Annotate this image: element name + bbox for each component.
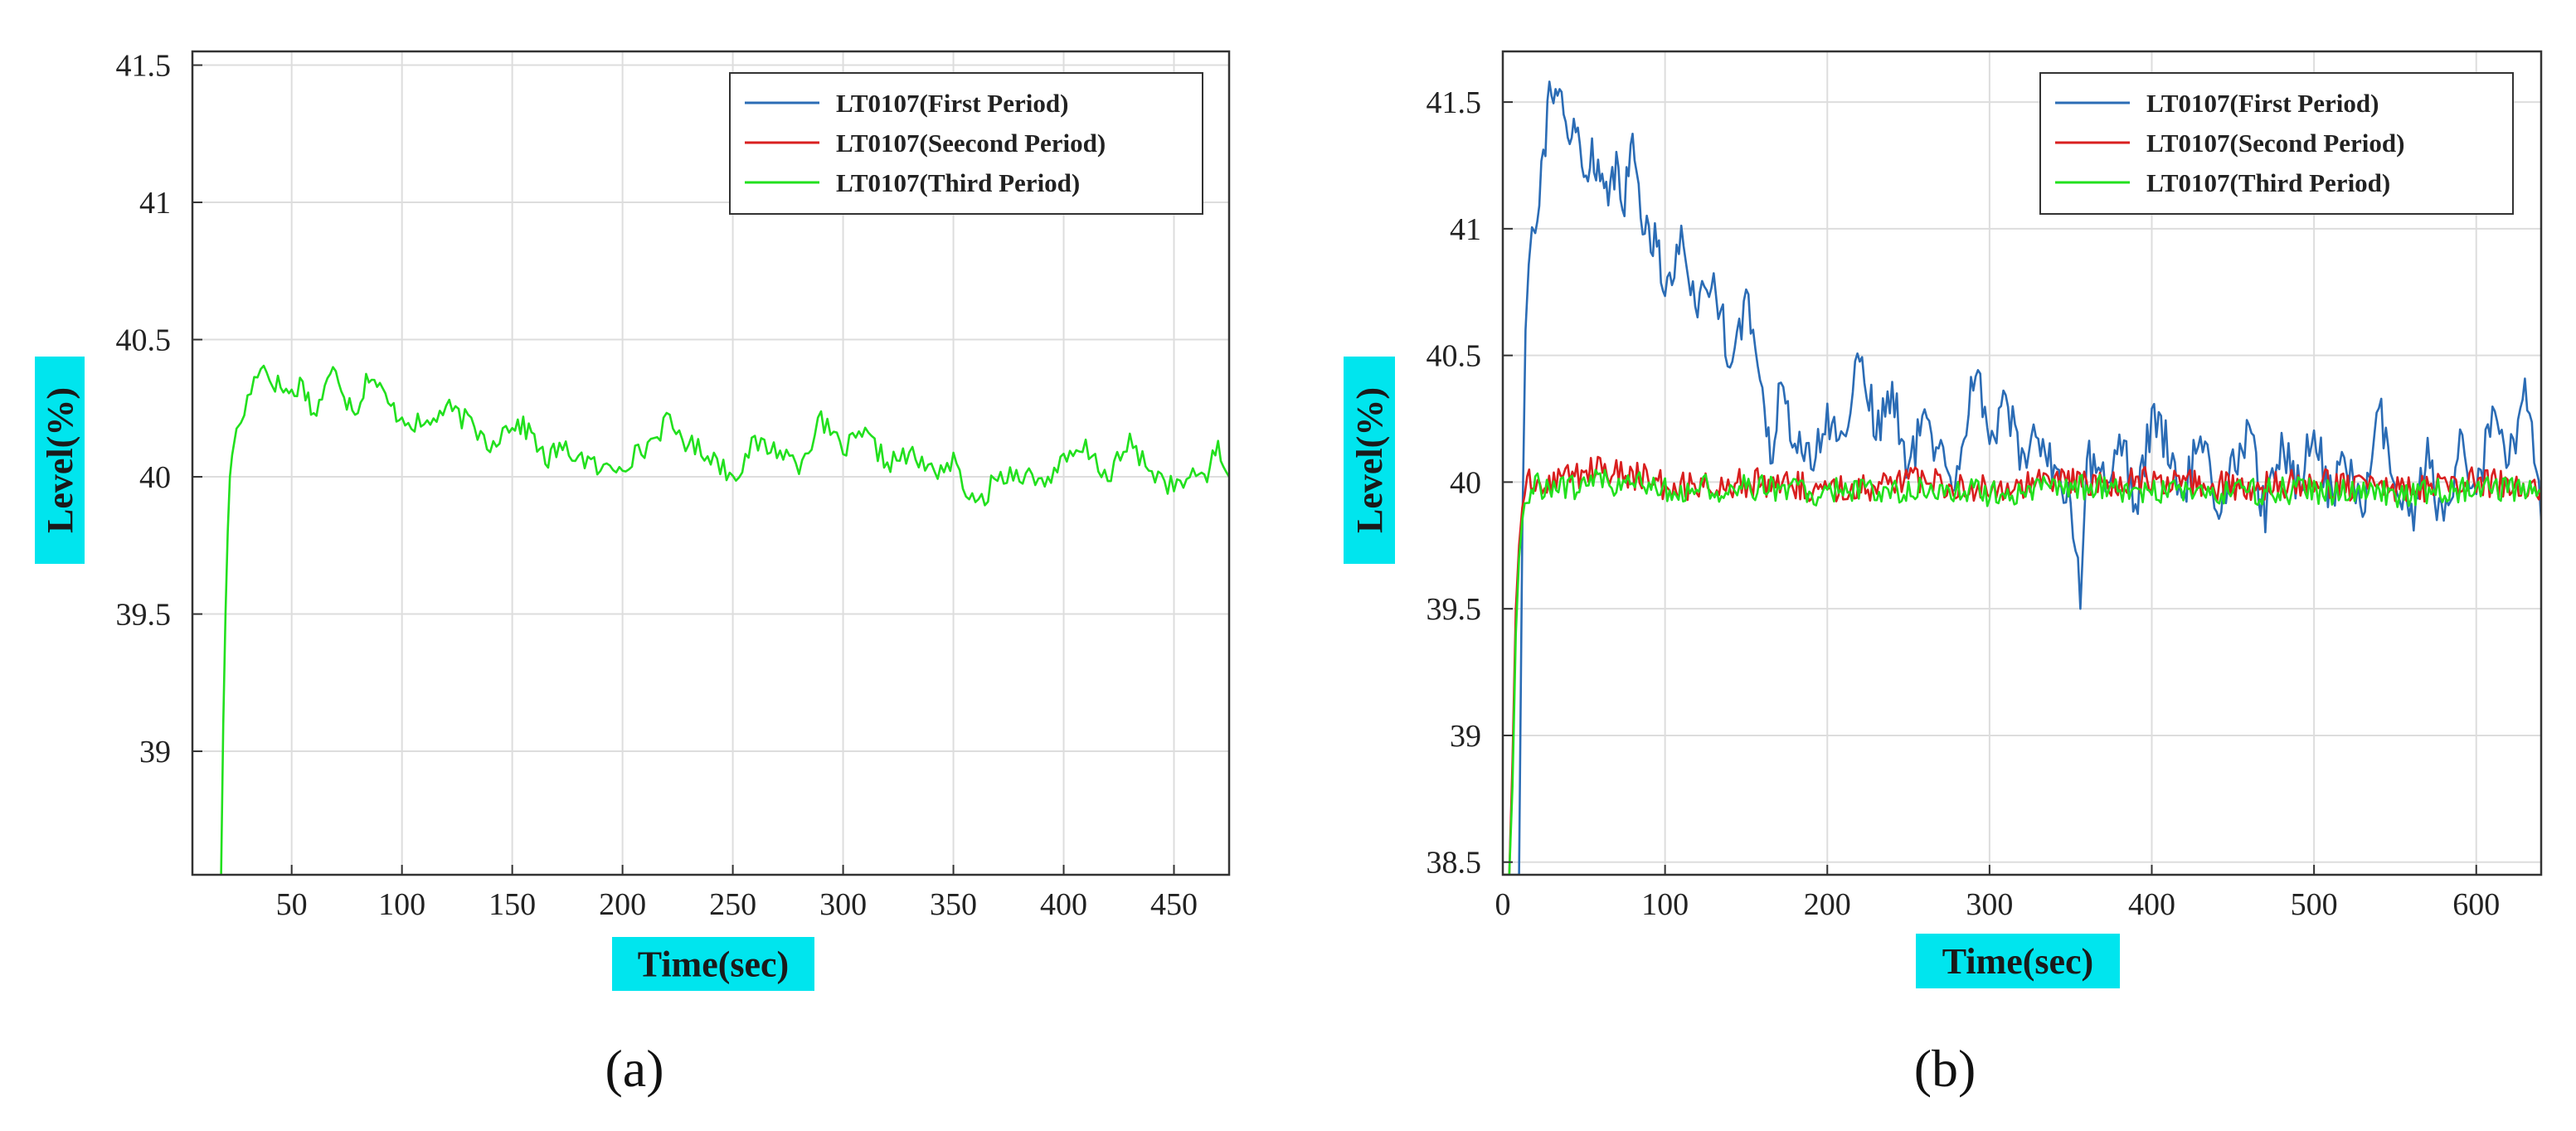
chart-a-x-tick-label-7: 400: [1040, 887, 1087, 922]
chart-b-x-tick-label-5: 500: [2291, 887, 2338, 922]
chart-a-xlabel-highlight: [612, 937, 814, 991]
panel-b-chart: 0 100 200 300 400 500 600 38.5 39 39.5 40 40.5 41 41.…: [1344, 50, 2543, 988]
chart-a-y-tick-label-4: 41: [139, 186, 171, 221]
chart-a-legend-label-1: LT0107(Seecond Period): [836, 129, 1106, 158]
chart-b-x-tick-label-6: 600: [2452, 887, 2500, 922]
chart-b-axis-box: [1501, 50, 2543, 876]
chart-b-xlabel: Time(sec): [1942, 941, 2093, 982]
chart-b-series-line-2: [1503, 468, 2541, 875]
chart-a-y-tick-label-3: 40.5: [116, 323, 172, 358]
panel-label-b: (b): [1914, 1039, 1976, 1098]
chart-a-x-tick-label-8: 450: [1150, 887, 1198, 922]
chart-a-x-tick-label-0: 50: [276, 887, 308, 922]
chart-a-legend-box: [729, 72, 1203, 215]
chart-b-ylabel-highlight: [1344, 357, 1395, 564]
chart-a-x-tick-label-1: 100: [378, 887, 425, 922]
chart-b-y-tick-label-6: 41.5: [1427, 85, 1482, 120]
chart-a-y-tick-label-5: 41.5: [116, 49, 172, 84]
chart-b-y-tick-label-4: 40.5: [1427, 339, 1482, 374]
chart-b-legend-label-0: LT0107(First Period): [2146, 89, 2379, 118]
chart-a-axis-box: [191, 50, 1231, 876]
chart-b-x-tick-label-1: 100: [1641, 887, 1689, 922]
chart-a-y-tick-label-0: 39: [139, 735, 171, 769]
chart-a-y-tick-label-1: 39.5: [116, 598, 172, 633]
chart-b-y-tick-label-2: 39.5: [1427, 592, 1482, 627]
chart-a-xlabel: Time(sec): [638, 944, 789, 985]
chart-b-y-tick-label-5: 41: [1450, 212, 1481, 247]
chart-a-x-tick-label-6: 350: [930, 887, 977, 922]
chart-b-x-tick-label-3: 300: [1966, 887, 2013, 922]
chart-a-x-tick-label-3: 200: [599, 887, 646, 922]
chart-b-series-line-0: [1503, 80, 2541, 875]
chart-b-xlabel-highlight: [1916, 934, 2120, 988]
chart-b-ylabel: Level(%): [1349, 387, 1390, 533]
chart-a-x-tick-label-2: 150: [488, 887, 536, 922]
chart-b-x-tick-label-4: 400: [2128, 887, 2175, 922]
chart-a-legend-label-2: LT0107(Third Period): [836, 168, 1080, 197]
chart-a-x-tick-label-5: 300: [819, 887, 867, 922]
chart-a-ylabel: Level(%): [40, 387, 80, 533]
panel-label-a: (a): [605, 1039, 663, 1098]
chart-a-series-line-0: [220, 364, 1229, 875]
chart-b-y-tick-label-1: 39: [1450, 719, 1481, 754]
chart-b-x-tick-label-2: 200: [1804, 887, 1851, 922]
chart-b-legend-label-2: LT0107(Third Period): [2146, 168, 2390, 197]
chart-a-legend-label-0: LT0107(First Period): [836, 89, 1068, 118]
chart-b-y-tick-label-0: 38.5: [1427, 846, 1482, 881]
chart-b-y-tick-label-3: 40: [1450, 465, 1481, 500]
chart-a-ylabel-highlight: [35, 357, 85, 564]
chart-b-legend-label-1: LT0107(Second Period): [2146, 129, 2404, 158]
chart-a-x-tick-label-4: 250: [709, 887, 756, 922]
chart-b-x-tick-label-0: 0: [1495, 887, 1511, 922]
panel-a-chart: 50 100 150 200 250 300 350 400 450 39 39.5 40 40.5 41…: [35, 49, 1231, 991]
chart-a-y-tick-label-2: 40: [139, 460, 171, 495]
